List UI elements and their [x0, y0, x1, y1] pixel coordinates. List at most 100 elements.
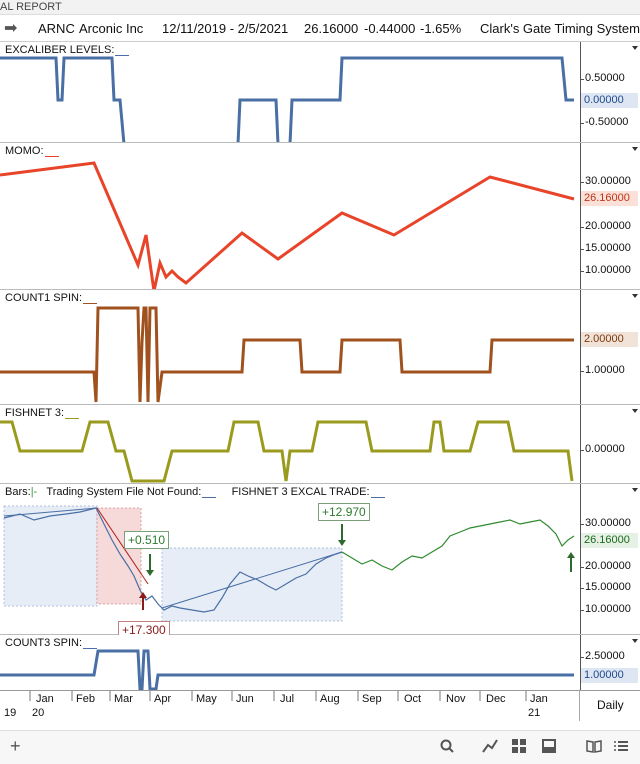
fishnet-label: FISHNET 3: [5, 407, 80, 419]
year-label: 21 [528, 707, 541, 719]
y-axis [580, 405, 581, 483]
tick-mark [580, 567, 584, 568]
tick-mark [580, 123, 584, 124]
tick-mark [580, 588, 584, 589]
window-title: AL REPORT [0, 1, 62, 13]
count3-label: COUNT3 SPIN: [5, 637, 98, 649]
month-label: Dec [486, 693, 506, 705]
trade-annotation: +17.300 [118, 621, 170, 639]
fishnet-panel[interactable]: FISHNET 3: 0.00000 [0, 405, 640, 484]
month-label: Jul [280, 693, 295, 705]
month-label: May [196, 693, 217, 705]
count1-line-chart [0, 306, 574, 403]
grid-icon[interactable] [512, 739, 526, 757]
month-label: Sep [362, 693, 382, 705]
tick-mark [580, 657, 584, 658]
count3-line-chart [0, 649, 574, 690]
bottom-toolbar: + [0, 730, 640, 764]
window-title-bar: AL REPORT [0, 0, 640, 15]
menu-icon[interactable] [614, 739, 628, 757]
tick-mark [580, 450, 584, 451]
momo-line-chart [0, 161, 575, 289]
y-axis [580, 635, 581, 690]
year-label: 20 [32, 707, 45, 719]
tick-label: 10.00000 [585, 603, 631, 615]
tick-label: 30.00000 [585, 175, 631, 187]
month-label: Apr [154, 693, 172, 705]
book-icon[interactable] [586, 739, 602, 757]
tick-label: 0.00000 [585, 443, 625, 455]
count1-label: COUNT1 SPIN: [5, 292, 98, 304]
tick-label: 2.50000 [585, 650, 625, 662]
time-axis-ticks [29, 691, 580, 721]
momo-panel[interactable]: MOMO: 30.00000 20.00000 15.00000 10.0000… [0, 143, 640, 290]
tick-mark [580, 524, 584, 525]
excaliber-label: EXCALIBER LEVELS: [5, 44, 130, 56]
tick-mark [580, 227, 584, 228]
tick-mark [580, 271, 584, 272]
chevron-down-icon[interactable] [632, 294, 638, 298]
excaliber-line-chart [0, 56, 574, 142]
company-name: Arconic Inc [79, 21, 144, 36]
tick-mark [580, 371, 584, 372]
y-axis [580, 143, 581, 289]
tick-mark [580, 182, 584, 183]
tick-label: 15.00000 [585, 242, 631, 254]
fishnet-line-chart [0, 420, 574, 483]
price-bars-chart [3, 505, 575, 634]
trend-icon[interactable] [482, 739, 498, 757]
count1-panel[interactable]: COUNT1 SPIN: 1.00000 2.00000 [0, 290, 640, 405]
bars-label: Bars:|- Trading System File Not Found: F… [5, 486, 385, 498]
month-label: Jan [36, 693, 54, 705]
panel-icon[interactable] [542, 739, 556, 757]
period-selector[interactable]: Daily [597, 698, 624, 712]
tick-mark [580, 610, 584, 611]
arrow-right-icon[interactable]: ➡ [4, 20, 18, 37]
count3-panel[interactable]: COUNT3 SPIN: 2.50000 1.00000 [0, 635, 640, 690]
y-axis [580, 484, 581, 634]
trade-annotation: +12.970 [318, 503, 370, 521]
excaliber-panel[interactable]: EXCALIBER LEVELS: 0.50000 -0.50000 0.000… [0, 42, 640, 143]
tick-label: 30.00000 [585, 517, 631, 529]
bars-panel[interactable]: Bars:|- Trading System File Not Found: F… [0, 484, 640, 639]
tick-mark [580, 79, 584, 80]
month-label: Feb [76, 693, 95, 705]
date-range[interactable]: 12/11/2019 - 2/5/2021 [162, 21, 289, 36]
tick-label: 0.50000 [585, 72, 625, 84]
momo-label: MOMO: [5, 145, 59, 157]
month-label: Jan [530, 693, 548, 705]
tick-mark [580, 249, 584, 250]
last-price: 26.16000 [304, 21, 359, 36]
tick-label: 1.00000 [585, 364, 625, 376]
tick-label: 15.00000 [585, 581, 631, 593]
plus-icon[interactable]: + [10, 736, 21, 756]
y-axis [580, 290, 581, 404]
chevron-down-icon[interactable] [632, 488, 638, 492]
y-axis [580, 42, 581, 142]
system-name: Clark's Gate Timing System © [480, 21, 640, 36]
chevron-down-icon[interactable] [632, 639, 638, 643]
current-value-badge: 26.16000 [581, 191, 638, 206]
current-value-badge: 26.16000 [581, 533, 638, 548]
trade-annotation: +0.510 [124, 531, 170, 549]
tick-label: -0.50000 [585, 116, 629, 128]
chevron-down-icon[interactable] [632, 409, 638, 413]
tick-label: 20.00000 [585, 220, 631, 232]
time-axis[interactable]: Jan Feb Mar Apr May Jun Jul Aug Sep Oct … [0, 690, 640, 721]
tick-label: 10.00000 [585, 264, 631, 276]
symbol-ticker[interactable]: ARNC [38, 21, 75, 36]
symbol-toolbar: ➡ ARNC Arconic Inc 12/11/2019 - 2/5/2021… [0, 15, 640, 42]
chevron-down-icon[interactable] [632, 46, 638, 50]
price-change: -0.44000 [364, 21, 416, 36]
month-label: Nov [446, 693, 466, 705]
year-label: 19 [4, 707, 17, 719]
current-value-badge: 0.00000 [581, 93, 638, 108]
current-value-badge: 2.00000 [581, 332, 638, 347]
search-icon[interactable] [440, 739, 454, 757]
chevron-down-icon[interactable] [632, 147, 638, 151]
month-label: Jun [236, 693, 254, 705]
month-label: Aug [320, 693, 340, 705]
month-label: Mar [114, 693, 133, 705]
current-value-badge: 1.00000 [581, 668, 638, 683]
percent-change: -1.65% [420, 21, 462, 36]
